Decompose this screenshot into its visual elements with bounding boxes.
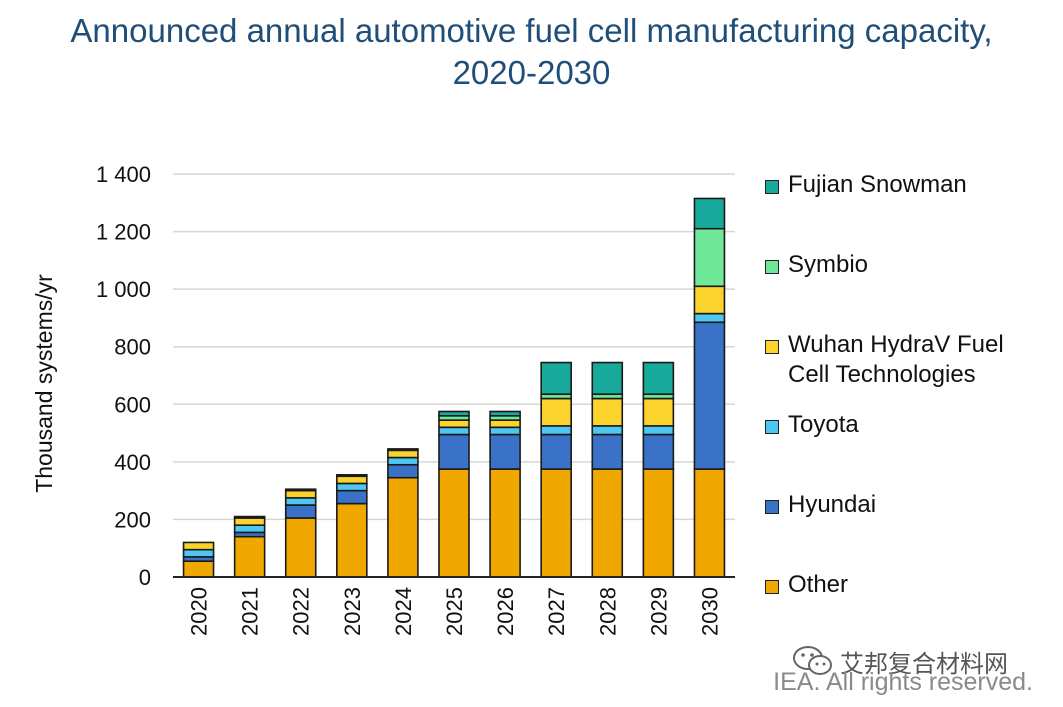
bar-segment (438, 419, 470, 429)
copyright-footer: IEA. All rights reserved. (773, 668, 1033, 696)
bar-segment (284, 497, 317, 506)
bar-segment (489, 433, 521, 470)
bar-segment (284, 504, 317, 519)
bar-segment (387, 449, 419, 459)
wechat-icon (793, 646, 832, 675)
bar-segment (284, 488, 317, 492)
legend-item: Wuhan HydraV Fuel Cell Technologies (765, 330, 1038, 390)
bar-segment (489, 419, 521, 429)
x-tick-label: 2029 (646, 587, 671, 636)
bar-segment (336, 489, 368, 505)
bar-segment (693, 285, 726, 315)
bar-segment (182, 560, 215, 578)
y-tick-label: 1 200 (96, 220, 151, 245)
legend-swatch (765, 340, 779, 354)
bar-segment (438, 426, 470, 436)
bar-segment (438, 468, 470, 578)
bar-segment (693, 468, 726, 578)
bar-segment (182, 548, 215, 558)
bar-segment (233, 524, 266, 534)
bar-segment (233, 515, 266, 519)
bar-segment (387, 476, 419, 578)
bar-segment (233, 517, 266, 526)
bar-segment (693, 227, 726, 288)
legend-swatch (765, 260, 779, 274)
x-tick-label: 2022 (289, 587, 314, 636)
bar-segment (642, 433, 675, 470)
legend-item: Other (765, 570, 1038, 600)
bar-segment (642, 468, 675, 578)
chart-title-line-2: 2020-2030 (452, 54, 611, 91)
bar-segment (540, 397, 572, 427)
legend-label: Symbio (788, 251, 869, 278)
bar-segment (182, 541, 215, 551)
x-tick-label: 2027 (544, 587, 569, 636)
legend-label: Wuhan HydraV Fuel Cell Technologies (788, 331, 1004, 388)
bar-segment (642, 397, 675, 427)
bar-segment (284, 517, 317, 578)
legend-label: Fujian Snowman (788, 171, 967, 198)
x-tick-label: 2030 (697, 587, 722, 636)
bar-segment (591, 361, 624, 396)
bar-segment (642, 425, 675, 436)
bar-segment (489, 468, 521, 578)
bar-segment (591, 425, 624, 436)
bar-segment (233, 535, 266, 578)
legend-label: Other (788, 571, 849, 598)
legend-swatch (765, 180, 779, 194)
bar-segment (693, 321, 726, 470)
bar-segment (336, 475, 368, 485)
legend-item: Fujian Snowman (765, 170, 1038, 200)
chart-title: Announced annual automotive fuel cell ma… (0, 10, 1063, 94)
bar-segment (387, 463, 419, 479)
legend-item: Symbio (765, 250, 1038, 280)
x-tick-label: 2026 (493, 587, 518, 636)
x-tick-label: 2024 (391, 587, 416, 636)
bar-segment (438, 433, 470, 470)
bar-segment (284, 489, 317, 499)
bar-segment (591, 468, 624, 578)
legend-item: Toyota (765, 410, 1038, 440)
y-axis-label: Thousand systems/yr (31, 274, 57, 493)
bar-segment (387, 456, 419, 466)
bar-segment (387, 448, 419, 452)
y-tick-label: 1 400 (96, 162, 151, 187)
legend-label: Hyundai (788, 491, 877, 518)
legend-swatch (765, 500, 779, 514)
y-tick-label: 400 (114, 450, 151, 475)
x-tick-label: 2023 (340, 587, 365, 636)
bar-segment (693, 197, 726, 230)
legend-swatch (765, 580, 779, 594)
y-tick-label: 200 (114, 507, 151, 532)
legend-swatch (765, 420, 779, 434)
legend-label: Toyota (788, 411, 859, 438)
bar-segment (642, 361, 675, 396)
x-tick-label: 2021 (238, 587, 263, 636)
bar-segment (489, 410, 521, 417)
bar-segment (540, 361, 572, 396)
bar-segment (489, 426, 521, 436)
bar-segment (336, 502, 368, 578)
y-tick-label: 600 (114, 392, 151, 417)
watermark: 艾邦复合材料网 (792, 643, 1008, 679)
y-tick-label: 800 (114, 335, 151, 360)
x-tick-label: 2025 (442, 587, 467, 636)
legend-item: Hyundai (765, 490, 1038, 520)
bar-segment (591, 433, 624, 470)
bar-segment (693, 312, 726, 324)
bar-segment (591, 397, 624, 427)
x-tick-label: 2028 (595, 587, 620, 636)
y-tick-label: 1 000 (96, 277, 151, 302)
y-tick-label: 0 (139, 565, 151, 590)
bar-segment (540, 433, 572, 470)
bar-segment (540, 425, 572, 436)
bar-segment (336, 482, 368, 492)
bar-segment (438, 410, 470, 417)
x-tick-label: 2020 (187, 587, 212, 636)
chart-title-line-1: Announced annual automotive fuel cell ma… (70, 12, 993, 49)
bar-segment (336, 474, 368, 478)
bar-segment (540, 468, 572, 578)
watermark-text: 艾邦复合材料网 (840, 649, 1008, 678)
